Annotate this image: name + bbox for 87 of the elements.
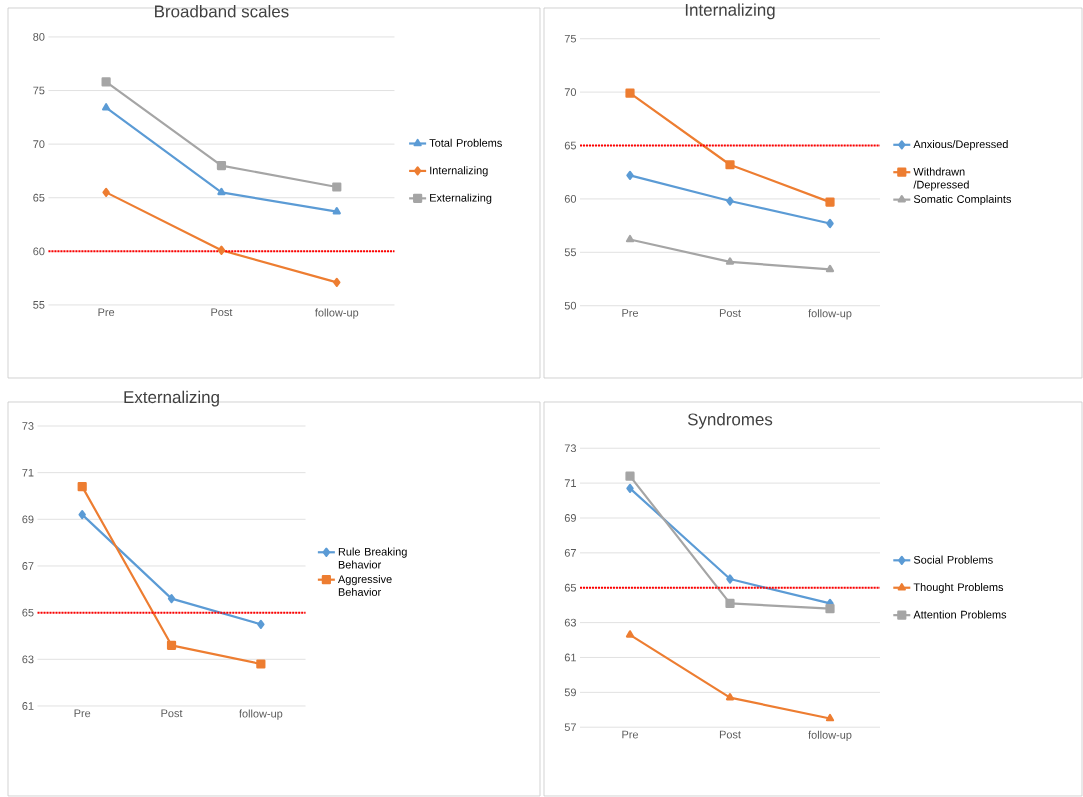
chart-title: Externalizing: [124, 390, 219, 407]
point: [332, 182, 342, 192]
y-tick-label: 69: [564, 514, 576, 522]
y-tick-label: 69: [22, 515, 34, 524]
y-tick-label: 65: [33, 193, 45, 202]
y-tick-label: 50: [564, 301, 577, 310]
legend-label: Aggressive Behavior: [337, 574, 392, 596]
legend-label: Withdrawn /Depressed: [913, 167, 969, 191]
point: [625, 88, 635, 98]
y-tick-label: 57: [564, 723, 576, 732]
point: [216, 160, 227, 171]
point: [825, 264, 835, 273]
chart-title: Broadband scales: [155, 5, 289, 18]
point: [101, 103, 111, 111]
x-tick-label: Post: [211, 308, 233, 317]
y-tick-label: 60: [564, 195, 577, 203]
y-tick-label: 67: [22, 562, 34, 570]
point: [625, 471, 635, 481]
y-tick-label: 65: [564, 583, 577, 592]
point: [217, 187, 226, 196]
y-tick-label: 65: [564, 141, 577, 150]
legend-label: Externalizing: [430, 193, 492, 204]
point: [825, 713, 835, 722]
point: [725, 598, 735, 609]
point: [333, 277, 341, 288]
y-tick-label: 75: [33, 86, 45, 95]
y-tick-label: 75: [564, 34, 577, 43]
chart-title: Internalizing: [685, 3, 775, 20]
y-tick-label: 70: [33, 140, 45, 149]
point: [626, 483, 634, 493]
point: [625, 234, 635, 243]
point: [726, 574, 734, 584]
y-tick-label: 59: [564, 688, 576, 697]
y-tick-label: 70: [564, 88, 577, 96]
point: [626, 170, 634, 181]
y-tick-label: 73: [564, 444, 576, 453]
y-tick-label: 63: [564, 618, 576, 627]
y-tick-label: 71: [22, 468, 34, 477]
point: [825, 197, 835, 207]
y-tick-label: 55: [564, 248, 577, 257]
x-tick-label: Post: [719, 309, 741, 317]
point: [725, 160, 735, 170]
point: [332, 207, 341, 215]
legend-label: Thought Problems: [913, 583, 1004, 594]
y-tick-label: 73: [22, 422, 34, 430]
x-tick-label: Pre: [622, 309, 639, 317]
point: [78, 510, 86, 520]
y-tick-label: 67: [564, 548, 576, 557]
point: [725, 692, 735, 701]
x-tick-label: Post: [161, 709, 183, 718]
point: [101, 77, 111, 87]
point: [77, 482, 87, 492]
x-tick-label: Pre: [98, 308, 115, 317]
point: [217, 245, 226, 255]
chart-title: Syndromes: [687, 412, 773, 429]
x-tick-label: Pre: [622, 730, 639, 739]
legend-label: Internalizing: [430, 166, 488, 177]
y-tick-label: 80: [33, 33, 45, 41]
y-tick-label: 55: [33, 301, 45, 309]
x-tick-label: follow-up: [808, 309, 852, 320]
x-tick-label: Pre: [74, 709, 91, 718]
y-tick-label: 61: [22, 702, 34, 710]
legend-label: Somatic Complaints: [913, 194, 1012, 206]
point: [167, 594, 176, 604]
legend-label: Social Problems: [913, 555, 993, 564]
legend-label: Anxious/Depressed: [913, 140, 1008, 151]
y-tick-label: 71: [564, 479, 576, 487]
x-tick-label: follow-up: [239, 709, 283, 720]
point: [725, 257, 735, 265]
point: [826, 218, 834, 229]
point: [726, 196, 734, 206]
point: [825, 604, 835, 614]
y-tick-label: 60: [33, 247, 45, 256]
point: [256, 659, 266, 669]
legend-label: Total Problems: [429, 138, 502, 147]
point: [166, 640, 177, 650]
y-tick-label: 61: [564, 653, 576, 662]
x-tick-label: Post: [719, 730, 741, 739]
point: [625, 630, 635, 638]
x-tick-label: follow-up: [808, 730, 852, 741]
y-tick-label: 65: [22, 608, 34, 617]
point: [257, 619, 265, 629]
x-tick-label: follow-up: [315, 308, 359, 319]
legend-label: Rule Breaking Behavior: [338, 547, 407, 569]
legend-label: Attention Problems: [913, 610, 1007, 619]
y-tick-label: 63: [22, 655, 34, 664]
point: [102, 187, 110, 197]
